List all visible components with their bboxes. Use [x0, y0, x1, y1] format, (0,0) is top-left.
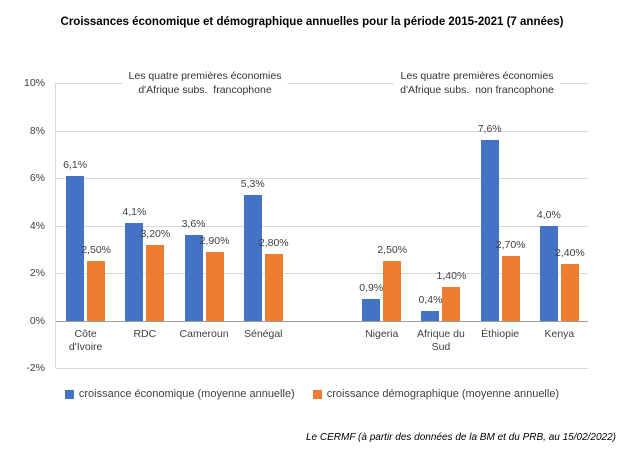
y-axis: 10% 8% 6% 4% 2% 0% -2% — [0, 77, 45, 374]
value-label: 1,40% — [436, 270, 467, 283]
x-axis-line — [56, 320, 588, 322]
bar-economic — [125, 223, 144, 321]
gridline — [56, 273, 588, 274]
bar-economic — [421, 311, 440, 321]
bar-economic — [184, 235, 203, 321]
y-tick-label: 8% — [29, 124, 45, 137]
bar-demographic — [442, 287, 461, 321]
value-label: 2,50% — [377, 244, 408, 257]
bar-demographic — [146, 244, 165, 321]
gridline — [56, 178, 588, 179]
plot-area: 6,1% 2,50% Côte d'Ivoire 4,1% 3,20% RDC 3,6% 2,… — [55, 70, 588, 369]
category-label: RDC — [133, 327, 157, 340]
value-label: 2,80% — [258, 237, 289, 249]
value-label: 0,9% — [359, 282, 384, 295]
gridline — [56, 225, 588, 227]
value-label: 3,6% — [181, 218, 206, 230]
annotation-francophone: Les quatre premières économies d'Afrique … — [122, 70, 288, 97]
category-label: Côte d'Ivoire — [68, 327, 103, 353]
category-label: Cameroun — [179, 327, 229, 340]
y-tick-label: 6% — [29, 172, 45, 184]
value-label: 0,4% — [418, 294, 443, 306]
gridline — [56, 130, 588, 132]
y-tick-label: -2% — [26, 362, 45, 374]
value-label: 3,20% — [140, 227, 171, 240]
bar-demographic — [383, 261, 402, 321]
chart-title: Croissances économique et démographique … — [60, 16, 564, 28]
legend-label: croissance économique (moyenne annuelle) — [78, 388, 295, 400]
y-tick-label: 2% — [29, 267, 45, 279]
bar-economic — [66, 175, 85, 321]
bar-demographic — [560, 263, 579, 321]
bar-economic — [480, 140, 499, 321]
annotation-line: d'Afrique subs. francophone — [138, 83, 272, 96]
legend-swatch-economic — [64, 389, 74, 399]
annotation-line: d'Afrique subs. non francophone — [400, 83, 554, 96]
value-label: 5,3% — [240, 177, 265, 190]
legend-item-demographic: croissance démographique (moyenne annuel… — [312, 388, 560, 400]
legend-swatch-demographic — [312, 389, 322, 399]
annotation-line: Les quatre premières économies — [400, 70, 554, 82]
legend-item-economic: croissance économique (moyenne annuelle) — [64, 388, 295, 400]
value-label: 7,6% — [477, 123, 502, 135]
bar-economic — [362, 299, 381, 321]
y-tick-label: 4% — [29, 219, 45, 232]
legend: croissance économique (moyenne annuelle)… — [0, 388, 624, 400]
category-label: Afrique du Sud — [417, 327, 465, 353]
legend-label: croissance démographique (moyenne annuel… — [326, 388, 560, 400]
value-label: 4,1% — [122, 206, 147, 219]
category-label: Kenya — [544, 327, 575, 340]
gridline — [56, 368, 588, 369]
bar-demographic — [501, 256, 520, 321]
category-label: Éthiopie — [481, 327, 520, 340]
value-label: 2,40% — [554, 246, 585, 259]
bar-economic — [539, 225, 558, 321]
source-note: Le CERMF (à partir des données de la BM … — [306, 432, 616, 443]
y-tick-label: 10% — [23, 77, 45, 89]
value-label: 2,50% — [81, 244, 111, 257]
bar-demographic — [87, 261, 106, 321]
annotation-non-francophone: Les quatre premières économies d'Afrique … — [394, 70, 560, 97]
value-label: 6,1% — [63, 158, 88, 171]
bar-economic — [243, 194, 262, 321]
bar-demographic — [205, 251, 224, 321]
y-tick-label: 0% — [29, 314, 45, 327]
category-label: Sénégal — [243, 327, 283, 340]
value-label: 4,0% — [536, 208, 561, 221]
value-label: 2,70% — [495, 239, 526, 252]
category-label: Nigeria — [365, 327, 399, 340]
annotation-line: Les quatre premières économies — [128, 70, 282, 82]
value-label: 2,90% — [199, 234, 230, 247]
gridline — [56, 83, 588, 84]
bar-demographic — [264, 254, 283, 321]
